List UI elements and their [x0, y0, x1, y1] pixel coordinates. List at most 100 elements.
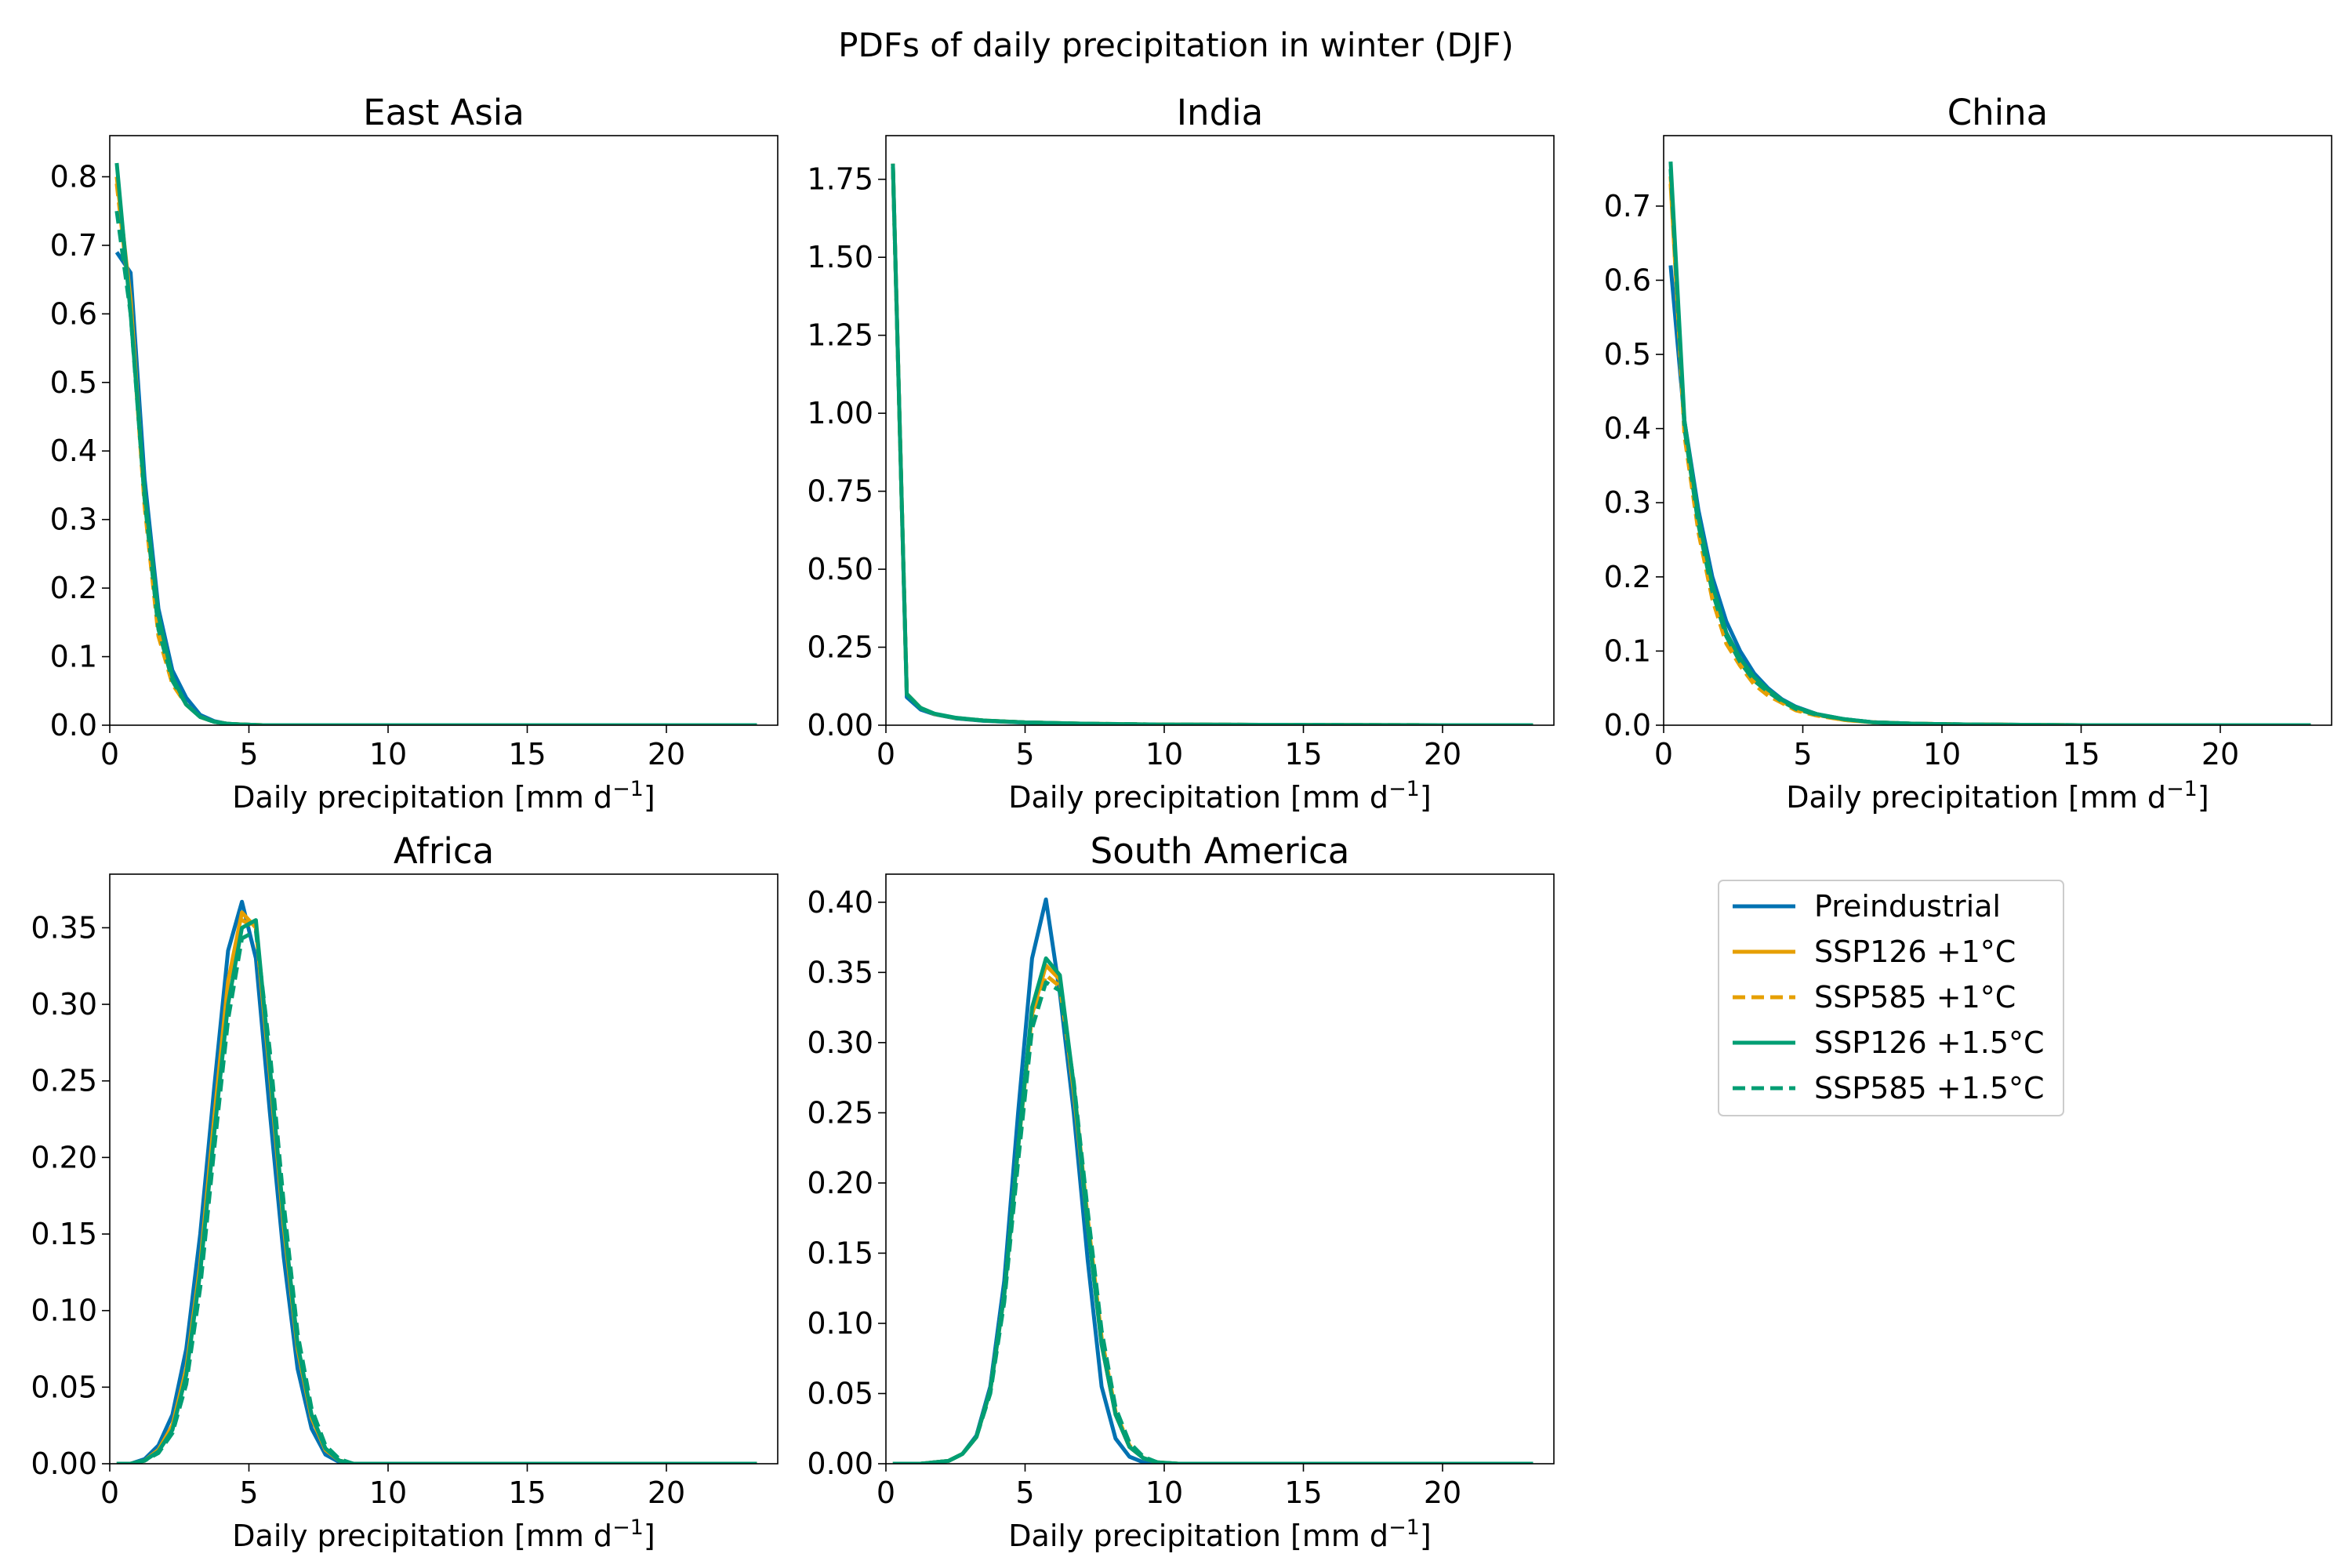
x-tick-label: 10 [1923, 737, 1961, 771]
y-tick-label: 0.35 [807, 955, 873, 989]
series-line [892, 980, 1534, 1464]
axes-frame [885, 135, 1555, 726]
legend-entry: SSP585 +1.5°C [1733, 1071, 2045, 1105]
x-tick-label: 5 [239, 737, 258, 771]
y-tick-label: 0.10 [807, 1306, 873, 1341]
series-line [891, 163, 1534, 725]
series-line [1668, 169, 2311, 725]
series-line [892, 956, 1534, 1464]
figure-title: PDFs of daily precipitation in winter (D… [838, 26, 1514, 64]
x-tick-label: 0 [877, 1475, 895, 1510]
legend-entry: SSP126 +1.5°C [1733, 1025, 2045, 1060]
x-tick-label: 20 [648, 737, 685, 771]
series-lines [1668, 161, 2311, 725]
x-tick-label: 20 [2201, 737, 2239, 771]
series-lines [891, 163, 1534, 725]
y-tick-label: 0.6 [1604, 263, 1651, 297]
y-tick-label: 0.2 [1604, 560, 1651, 594]
series-line [891, 166, 1534, 725]
legend-frame [1718, 880, 2064, 1116]
x-tick-label: 5 [1015, 1475, 1034, 1510]
legend-label: SSP585 +1.5°C [1814, 1071, 2045, 1105]
x-tick-label: 15 [2062, 737, 2100, 771]
y-tick-label: 0.3 [50, 503, 97, 537]
panel-title: South America [1091, 830, 1350, 872]
legend-label: SSP585 +1°C [1814, 980, 2016, 1014]
y-tick-label: 0.7 [50, 228, 97, 263]
series-lines [116, 899, 757, 1464]
y-tick-label: 0.7 [1604, 189, 1651, 223]
series-line [116, 918, 757, 1464]
y-tick-label: 1.00 [807, 396, 873, 430]
series-line [114, 183, 757, 725]
series-line [892, 897, 1534, 1464]
x-axis-label: Daily precipitation [mm d−1] [232, 777, 655, 815]
x-tick-label: 15 [1284, 1475, 1322, 1510]
x-tick-label: 10 [1145, 1475, 1183, 1510]
panel-4: South America 0 5 10 15 20 0.00 0.05 0.10 0.15 0.2… [807, 830, 1555, 1553]
series-line [114, 176, 757, 725]
legend: Preindustrial SSP126 +1°C SSP585 +1°C SSP12… [1718, 880, 2064, 1116]
series-line [114, 251, 757, 725]
legend-entry: SSP126 +1°C [1733, 935, 2016, 969]
x-tick-label: 20 [648, 1475, 685, 1510]
x-tick-label: 15 [508, 737, 546, 771]
x-axis-label: Daily precipitation [mm d−1] [1008, 777, 1431, 815]
x-tick-label: 20 [1424, 1475, 1461, 1510]
series-lines [114, 162, 757, 725]
axes-frame [885, 873, 1555, 1465]
y-tick-label: 0.5 [50, 365, 97, 400]
series-line [1668, 161, 2311, 725]
y-tick-label: 0.00 [807, 1446, 873, 1481]
x-tick-label: 0 [877, 737, 895, 771]
panel-1: India 0 5 10 15 20 0.00 0.25 0.50 0.75 1.00 1.25 1.5… [807, 92, 1555, 815]
series-line [1668, 176, 2311, 725]
series-line [116, 918, 757, 1464]
y-tick-label: 0.05 [807, 1376, 873, 1410]
x-tick-label: 0 [100, 737, 119, 771]
series-line [1668, 183, 2311, 725]
series-line [114, 210, 757, 725]
panel-2: China 0 5 10 15 20 0.0 0.1 0.2 0.3 0.4 0.5 0.6 0.7 Dai… [1604, 92, 2332, 815]
x-tick-label: 5 [1015, 737, 1034, 771]
series-lines [892, 897, 1534, 1464]
series-line [891, 163, 1534, 725]
series-line [116, 910, 757, 1464]
series-line [116, 928, 757, 1464]
axes-frame [1663, 135, 2332, 726]
legend-entry: Preindustrial [1733, 889, 2001, 924]
panel-0: East Asia 0 5 10 15 20 0.0 0.1 0.2 0.3 0.4 0.5 0.6 0.… [50, 92, 779, 815]
y-tick-label: 0.20 [31, 1140, 97, 1174]
y-tick-label: 0.40 [807, 885, 873, 920]
panels: East Asia 0 5 10 15 20 0.0 0.1 0.2 0.3 0.4 0.5 0.6 0.… [31, 92, 2332, 1553]
y-tick-label: 0.35 [31, 910, 97, 945]
y-tick-label: 0.75 [807, 474, 873, 509]
x-tick-label: 0 [1654, 737, 1673, 771]
legend-entry: SSP585 +1°C [1733, 980, 2016, 1014]
y-tick-label: 0.15 [31, 1217, 97, 1251]
series-line [891, 166, 1534, 725]
y-tick-label: 0.25 [807, 630, 873, 665]
y-tick-label: 0.20 [807, 1166, 873, 1200]
y-tick-label: 0.4 [50, 434, 97, 468]
panel-title: East Asia [363, 92, 524, 133]
y-tick-label: 1.25 [807, 318, 873, 353]
panel-title: India [1177, 92, 1263, 133]
y-tick-label: 0.15 [807, 1236, 873, 1270]
legend-label: Preindustrial [1814, 889, 2001, 924]
x-tick-label: 5 [1793, 737, 1812, 771]
x-tick-label: 10 [1145, 737, 1183, 771]
axes-frame [109, 873, 779, 1465]
legend-label: SSP126 +1°C [1814, 935, 2016, 969]
series-line [1668, 265, 2311, 725]
y-tick-label: 0.5 [1604, 337, 1651, 372]
x-tick-label: 0 [100, 1475, 119, 1510]
y-tick-label: 1.75 [807, 162, 873, 197]
y-tick-label: 0.4 [1604, 412, 1651, 446]
x-axis-label: Daily precipitation [mm d−1] [232, 1515, 655, 1553]
y-tick-label: 0.0 [50, 708, 97, 742]
panel-3: Africa 0 5 10 15 20 0.00 0.05 0.10 0.15 0.20 0.25 0.… [31, 830, 779, 1553]
x-tick-label: 10 [369, 737, 407, 771]
y-tick-label: 0.30 [31, 987, 97, 1022]
